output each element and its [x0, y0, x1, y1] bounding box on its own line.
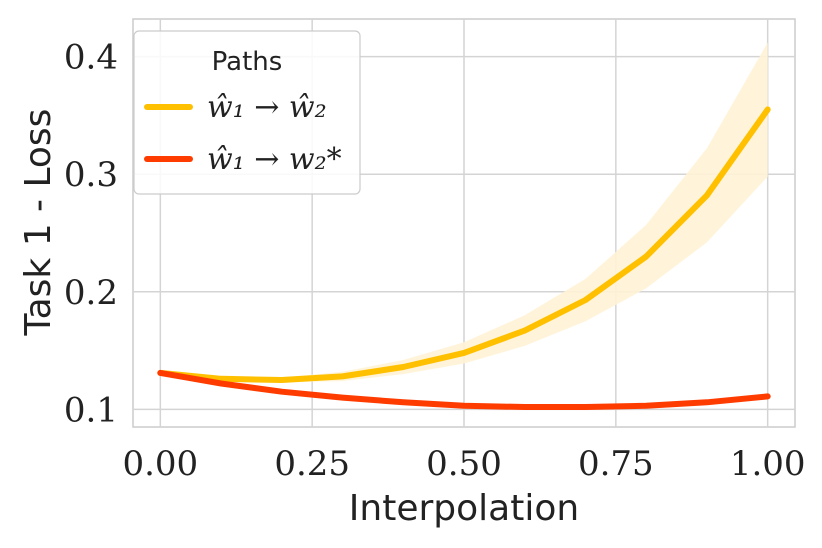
legend-label-1: ŵ₁ → ŵ₂: [207, 90, 327, 125]
legend: Paths ŵ₁ → ŵ₂ ŵ₁ → w₂*: [133, 30, 361, 195]
x-tick-label: 0.50: [426, 444, 502, 484]
y-tick-label: 0.4: [64, 38, 118, 78]
confidence-bands: [160, 42, 768, 383]
y-tick-label: 0.1: [64, 390, 118, 430]
x-tick-label: 0.00: [122, 444, 198, 484]
series-line-2: [157, 369, 771, 410]
confidence-band-1: [160, 42, 768, 383]
x-tick-label: 1.00: [730, 444, 806, 484]
x-tick-label: 0.25: [274, 444, 350, 484]
series-lines: [157, 106, 771, 410]
y-tick-label: 0.3: [64, 155, 118, 195]
series-line-1: [157, 106, 771, 383]
x-tick-label: 0.75: [578, 444, 654, 484]
x-axis-ticks: 0.00 0.25 0.50 0.75 1.00: [122, 444, 805, 484]
legend-label-2: ŵ₁ → w₂*: [207, 142, 342, 177]
legend-title: Paths: [212, 47, 283, 77]
y-tick-label: 0.2: [64, 273, 118, 313]
x-axis-label: Interpolation: [349, 488, 579, 529]
legend-box: [133, 30, 361, 195]
y-axis-ticks: 0.1 0.2 0.3 0.4: [64, 38, 118, 431]
y-axis-label: Task 1 - Loss: [18, 109, 59, 337]
